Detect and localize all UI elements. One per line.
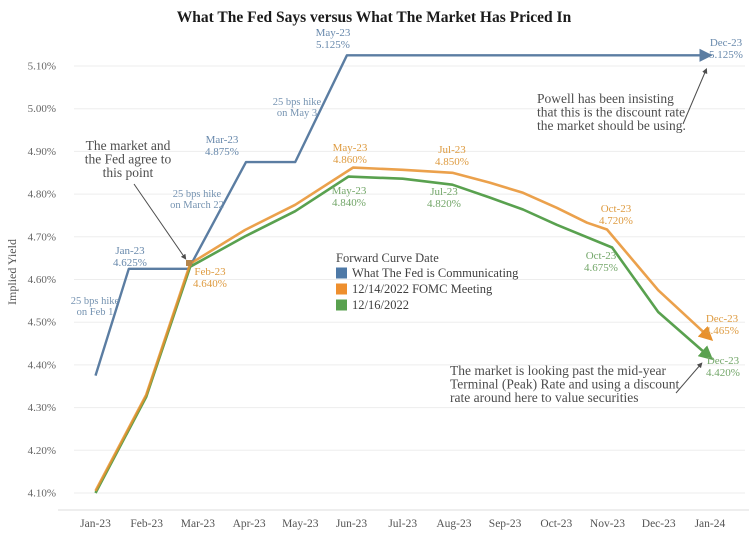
y-tick-label: 4.30% — [28, 402, 56, 414]
powell-annotation: Powell has been insisting that this is th… — [537, 91, 686, 133]
y-tick-label: 5.00% — [28, 103, 56, 115]
data-label: Feb-23 4.640% — [193, 266, 227, 290]
x-tick-label: Feb-23 — [130, 518, 163, 530]
agreement-marker — [186, 260, 192, 266]
x-tick-label: Nov-23 — [590, 518, 625, 530]
data-label: May-23 4.840% — [332, 185, 367, 209]
x-tick-label: Aug-23 — [436, 518, 471, 530]
y-tick-label: 4.90% — [28, 146, 56, 158]
y-tick-label: 4.20% — [28, 445, 56, 457]
series-line-fed — [94, 48, 713, 376]
data-label: Mar-23 4.875% — [205, 134, 239, 158]
y-tick-label: 4.70% — [28, 231, 56, 243]
hike-label: 25 bps hike on Feb 1 — [71, 296, 120, 318]
y-tick-label: 4.10% — [28, 488, 56, 500]
data-label: Jan-23 4.625% — [113, 245, 147, 269]
data-label: Jul-23 4.820% — [427, 186, 461, 210]
legend-swatch — [336, 283, 347, 295]
agree-annotation-arrow — [133, 183, 187, 260]
data-label: Dec-23 4.465% — [705, 313, 739, 337]
x-tick-label: Sep-23 — [489, 518, 522, 530]
y-tick-label: 4.40% — [28, 359, 56, 371]
powell-annotation-arrow — [682, 67, 708, 125]
x-tick-label: Jul-23 — [388, 518, 417, 530]
y-tick-label: 4.50% — [28, 317, 56, 329]
market-annotation: The market is looking past the mid-year T… — [450, 363, 679, 405]
x-tick-label: Apr-23 — [233, 518, 266, 530]
legend-swatch — [336, 299, 347, 311]
x-tick-label: Jun-23 — [336, 518, 368, 530]
series-line-orange-curve — [94, 166, 714, 492]
chart-title: What The Fed Says versus What The Market… — [177, 9, 572, 26]
y-tick-label: 4.60% — [28, 274, 56, 286]
x-tick-label: May-23 — [282, 518, 319, 530]
data-label: Oct-23 4.675% — [584, 250, 618, 274]
hike-label: 25 bps hike on March 22 — [170, 189, 224, 211]
data-label: May-23 5.125% — [316, 27, 351, 51]
data-label: May-23 4.860% — [333, 142, 368, 166]
x-tick-label: Mar-23 — [181, 518, 216, 530]
legend-swatch — [336, 267, 347, 279]
hike-label: 25 bps hike on May 3 — [273, 97, 322, 119]
legend-item-label: What The Fed is Communicating — [352, 266, 519, 280]
x-tick-label: Oct-23 — [540, 518, 572, 530]
data-label: Oct-23 4.720% — [599, 203, 633, 227]
data-label: Jul-23 4.850% — [435, 144, 469, 168]
y-tick-label: 4.80% — [28, 189, 56, 201]
agree-annotation: The market and the Fed agree to this point — [85, 138, 172, 180]
data-label: Dec-23 4.420% — [706, 355, 740, 379]
data-label: Dec-23 5.125% — [709, 37, 743, 61]
y-tick-label: 5.10% — [28, 61, 56, 73]
legend-title: Forward Curve Date — [336, 251, 439, 265]
y-axis-title: Implied Yield — [5, 239, 19, 305]
legend-item-label: 12/16/2022 — [352, 298, 409, 312]
x-tick-label: Jan-24 — [695, 518, 726, 530]
x-tick-label: Jan-23 — [80, 518, 111, 530]
market-annotation-arrow — [675, 362, 703, 394]
legend-item-label: 12/14/2022 FOMC Meeting — [352, 282, 493, 296]
x-tick-label: Dec-23 — [642, 518, 676, 530]
series-line-green-curve — [94, 175, 714, 494]
